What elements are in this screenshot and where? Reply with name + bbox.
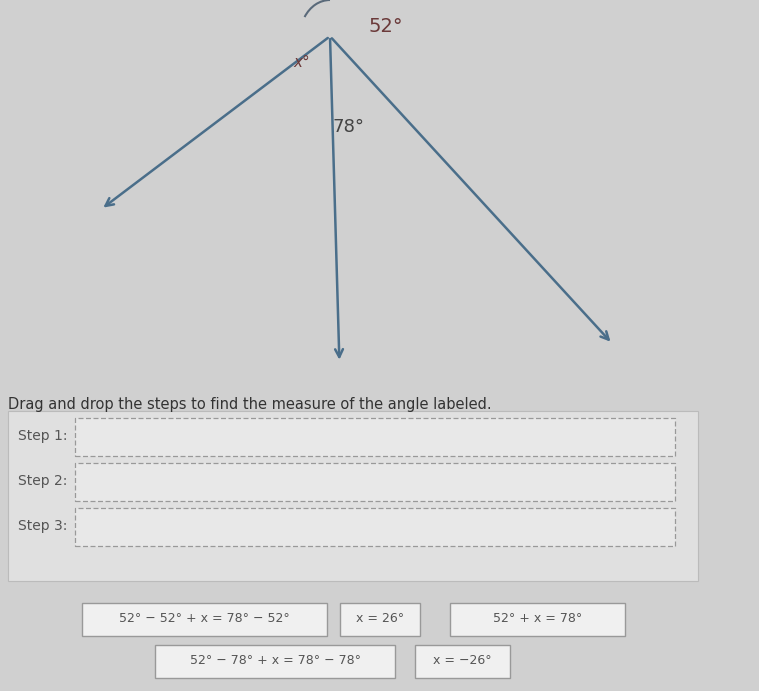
FancyBboxPatch shape xyxy=(82,603,327,636)
Text: 52° − 52° + x = 78° − 52°: 52° − 52° + x = 78° − 52° xyxy=(119,612,290,625)
FancyBboxPatch shape xyxy=(155,645,395,678)
FancyBboxPatch shape xyxy=(8,411,698,581)
FancyBboxPatch shape xyxy=(75,508,675,546)
FancyBboxPatch shape xyxy=(340,603,420,636)
Text: 52°: 52° xyxy=(368,17,402,36)
Text: Step 1:: Step 1: xyxy=(18,429,68,443)
Text: 52° − 78° + x = 78° − 78°: 52° − 78° + x = 78° − 78° xyxy=(190,654,361,668)
FancyBboxPatch shape xyxy=(415,645,510,678)
Text: Step 2:: Step 2: xyxy=(18,474,68,488)
Text: 52° + x = 78°: 52° + x = 78° xyxy=(493,612,582,625)
Text: 78°: 78° xyxy=(332,118,364,136)
FancyBboxPatch shape xyxy=(75,418,675,456)
Text: Drag and drop the steps to find the measure of the angle labeled.: Drag and drop the steps to find the meas… xyxy=(8,397,492,412)
Text: x°: x° xyxy=(294,55,310,70)
Text: x = −26°: x = −26° xyxy=(433,654,492,668)
Text: Step 3:: Step 3: xyxy=(18,519,68,533)
Text: x = 26°: x = 26° xyxy=(356,612,404,625)
FancyBboxPatch shape xyxy=(450,603,625,636)
FancyBboxPatch shape xyxy=(75,463,675,501)
